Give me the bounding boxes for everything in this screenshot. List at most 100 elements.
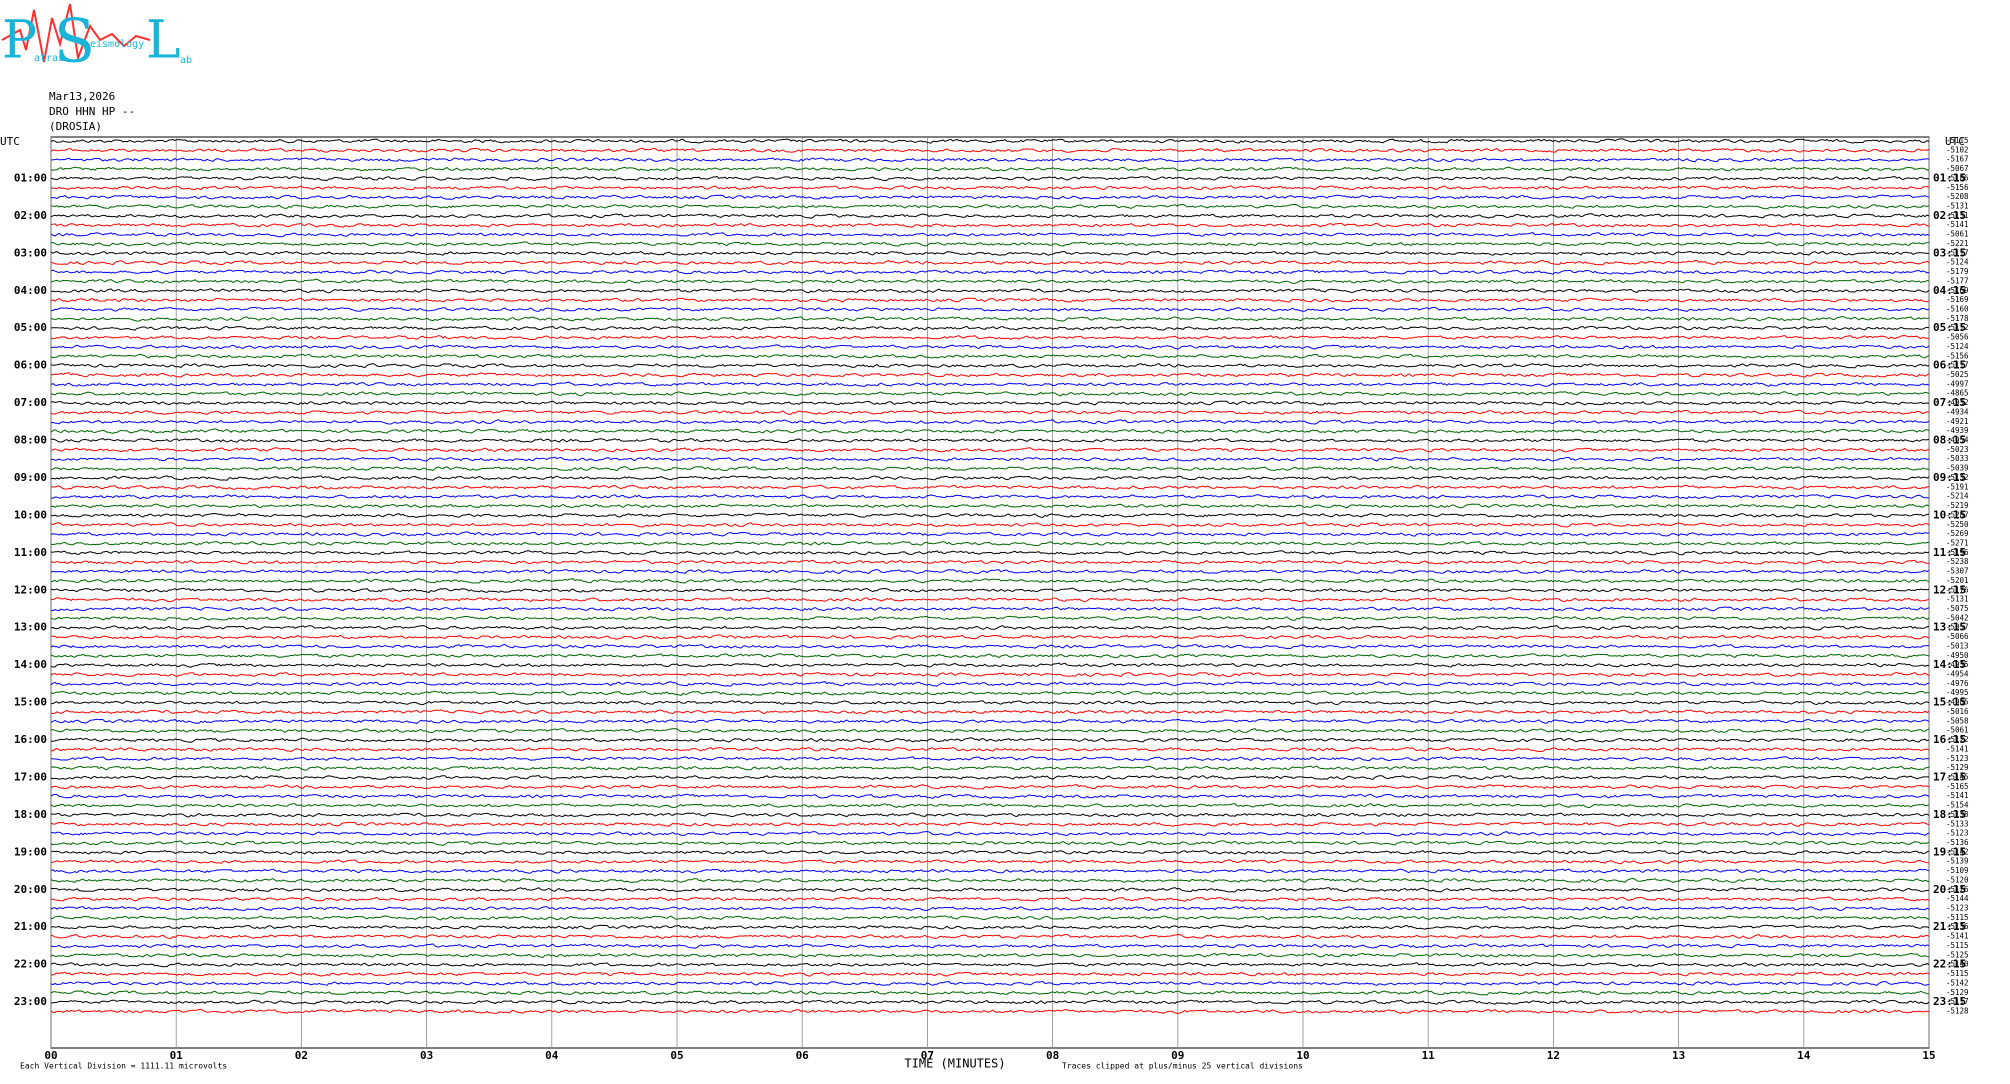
row-value: -5177 (1946, 276, 1969, 285)
row-value: -4932 (1946, 398, 1969, 407)
trace (50, 718, 1930, 724)
row-value: -4934 (1946, 407, 1969, 416)
trace (50, 803, 1930, 809)
row-value: -4950 (1946, 651, 1969, 660)
x-tick-label: 06 (796, 1049, 810, 1062)
logo-wave (1, 3, 151, 63)
trace (50, 522, 1930, 528)
hour-label-left: 14:00 (14, 658, 47, 671)
row-value: -5056 (1946, 333, 1969, 342)
utc-left: UTC (0, 135, 20, 148)
x-tick-label: 01 (170, 1049, 184, 1062)
row-value: -5141 (1946, 932, 1969, 941)
scale-note: Each Vertical Division = 1111.11 microvo… (20, 1062, 227, 1071)
trace (50, 241, 1930, 247)
hour-label-left: 06:00 (14, 359, 47, 372)
trace (50, 962, 1930, 968)
trace (50, 334, 1930, 341)
hour-label-right: 09:15 (1933, 471, 1966, 484)
row-value: -4995 (1946, 688, 1969, 697)
hour-label-right: 06:15 (1933, 359, 1966, 372)
x-tick-label: 15 (1922, 1049, 1935, 1062)
trace (50, 400, 1930, 406)
trace (50, 933, 1930, 940)
trace (50, 756, 1930, 762)
trace (50, 784, 1930, 790)
trace (50, 859, 1930, 865)
trace (50, 353, 1930, 359)
trace (50, 316, 1930, 322)
trace (50, 634, 1930, 640)
row-value: -4954 (1946, 436, 1969, 445)
row-value: -5142 (1946, 978, 1969, 987)
row-value: -5186 (1946, 173, 1969, 182)
row-value: -5075 (1946, 604, 1969, 613)
trace (50, 597, 1930, 603)
trace (50, 877, 1930, 883)
trace (50, 550, 1930, 556)
trace (50, 915, 1930, 921)
trace (50, 540, 1930, 547)
trace (50, 924, 1930, 930)
hour-label-left: 16:00 (14, 733, 47, 746)
trace (50, 606, 1930, 612)
row-value: -5271 (1946, 538, 1969, 547)
row-value: -5178 (1946, 314, 1969, 323)
trace (50, 578, 1930, 584)
hour-label-right: 16:15 (1933, 733, 1966, 746)
x-tick-label: 13 (1672, 1049, 1685, 1062)
row-value: -5250 (1946, 520, 1969, 529)
trace (50, 840, 1930, 846)
x-tick-label: 09 (1171, 1049, 1184, 1062)
row-value: -5067 (1946, 164, 1969, 173)
hour-label-right: 22:15 (1933, 958, 1966, 971)
row-value: -5167 (1946, 155, 1969, 164)
hour-label-left: 22:00 (14, 958, 47, 971)
row-value: -5141 (1946, 791, 1969, 800)
trace (50, 849, 1930, 855)
hour-label-left: 12:00 (14, 583, 47, 596)
row-value: -4921 (1946, 417, 1969, 426)
x-tick-label: 07 (921, 1049, 934, 1062)
trace (50, 671, 1930, 678)
hour-label-right: 01:15 (1933, 171, 1966, 184)
trace (50, 372, 1930, 378)
date: Mar13,2026 (49, 90, 115, 103)
trace (50, 793, 1930, 799)
row-value: -5117 (1946, 997, 1969, 1006)
hour-label-right: 13:15 (1933, 621, 1966, 634)
row-value: -5061 (1946, 726, 1969, 735)
row-value: -5124 (1946, 342, 1969, 351)
trace (50, 559, 1930, 565)
row-value: -5013 (1946, 641, 1969, 650)
trace (50, 475, 1930, 481)
row-value: -5142 (1946, 847, 1969, 856)
row-value: -5123 (1946, 754, 1969, 763)
trace (50, 166, 1929, 172)
trace (50, 775, 1929, 781)
trace (50, 1008, 1930, 1014)
trace (51, 456, 1930, 462)
row-value: -4997 (1946, 379, 1969, 388)
trace (50, 484, 1930, 490)
row-value: -5221 (1946, 239, 1969, 248)
row-value: -4935 (1946, 660, 1969, 669)
trace (50, 821, 1930, 827)
row-value: -5176 (1946, 585, 1969, 594)
row-value: -5025 (1946, 370, 1969, 379)
hour-label-right: 10:15 (1933, 508, 1966, 521)
row-value: -4976 (1946, 679, 1969, 688)
utc-right: UTC (1945, 135, 1965, 148)
hour-label-right: 21:15 (1933, 920, 1966, 933)
trace (50, 587, 1930, 593)
x-axis-title: TIME (MINUTES) (904, 1057, 1005, 1071)
row-value: -5165 (1946, 782, 1969, 791)
row-value: -5196 (1946, 548, 1969, 557)
x-tick-label: 11 (1422, 1049, 1436, 1062)
trace (50, 700, 1930, 706)
trace (50, 662, 1930, 668)
trace (50, 830, 1930, 837)
hour-label-right: 17:15 (1933, 770, 1966, 783)
row-value: -5201 (1946, 576, 1969, 585)
trace (50, 157, 1930, 163)
